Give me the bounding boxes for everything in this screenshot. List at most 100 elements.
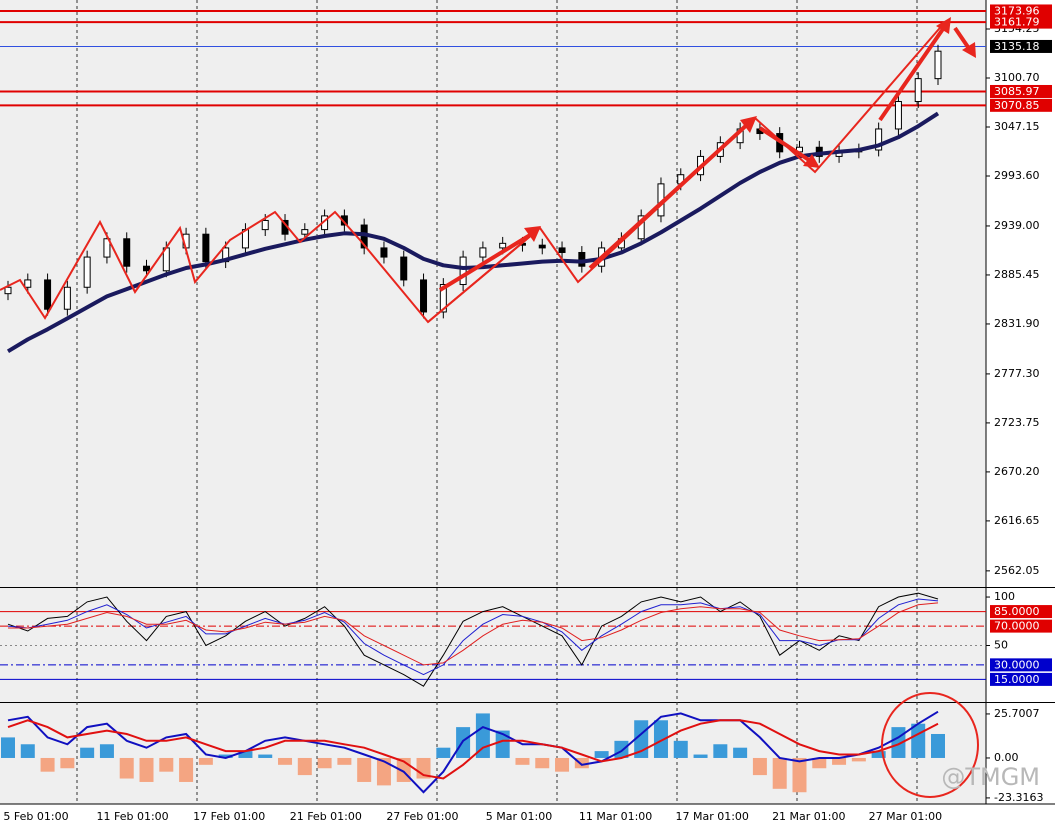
candle-body — [380, 247, 388, 258]
histogram-bar — [535, 757, 550, 769]
candle-body — [202, 233, 210, 263]
histogram-bar — [80, 747, 95, 758]
y-tick-label: 100 — [994, 590, 1015, 603]
level-label-box — [990, 39, 1052, 53]
macd-line — [7, 710, 939, 794]
candle-body — [123, 238, 131, 267]
y-tick-label: 0.00 — [994, 751, 1019, 764]
arrow-head — [962, 42, 976, 58]
histogram-bar — [179, 757, 194, 782]
candle-body — [44, 279, 52, 310]
histogram-bar — [555, 757, 570, 772]
oscillator-line — [7, 598, 939, 676]
histogram-bar — [911, 723, 926, 758]
level-label: 85.0000 — [994, 605, 1040, 618]
histogram-bar — [159, 757, 174, 772]
histogram-bar — [60, 757, 75, 769]
y-tick-label: 2885.45 — [994, 268, 1040, 281]
histogram-bar — [931, 733, 945, 758]
histogram-bar — [297, 757, 312, 776]
candle-body — [894, 101, 902, 130]
candle-body — [24, 279, 32, 288]
level-label-box — [990, 84, 1052, 98]
y-tick-label: 3047.15 — [994, 120, 1040, 133]
zigzag — [0, 210, 541, 324]
histogram-bar — [278, 757, 293, 765]
level-label-box — [990, 672, 1052, 686]
candle-body — [914, 78, 922, 103]
histogram-bar — [436, 747, 451, 758]
x-tick-label: 11 Mar 01:00 — [579, 810, 652, 823]
histogram-bar — [119, 757, 134, 779]
y-tick-label: 2939.00 — [994, 219, 1040, 232]
histogram-bar — [258, 754, 273, 758]
watermark: @TMGM — [941, 763, 1040, 791]
histogram-bar — [337, 757, 352, 765]
histogram-bar — [376, 757, 391, 786]
y-tick-label: 2993.60 — [994, 169, 1040, 182]
level-label: 15.0000 — [994, 673, 1040, 686]
y-tick-label: -23.3163 — [994, 791, 1043, 804]
y-tick-label: 2562.05 — [994, 564, 1040, 577]
histogram-bar — [515, 757, 530, 765]
level-label: 3070.85 — [994, 99, 1040, 112]
histogram-bar — [238, 751, 253, 758]
histogram-bar — [594, 751, 609, 758]
oscillator-line — [7, 592, 939, 687]
candle-body — [83, 256, 91, 288]
x-tick-label: 27 Mar 01:00 — [869, 810, 942, 823]
candle-body — [261, 219, 269, 231]
x-tick-label: 11 Feb 01:00 — [97, 810, 169, 823]
candle-body — [934, 50, 942, 80]
level-label: 3135.18 — [994, 40, 1040, 53]
arrow-head — [803, 154, 820, 168]
histogram-bar — [871, 751, 886, 758]
histogram-bar — [20, 744, 35, 758]
level-label-box — [990, 15, 1052, 29]
histogram-bar — [139, 757, 154, 782]
highlight-circle — [881, 692, 979, 798]
histogram-bar — [673, 740, 688, 758]
annotations — [0, 17, 979, 798]
arrow — [953, 26, 972, 52]
histogram-bar — [574, 757, 589, 769]
histogram-bar — [851, 757, 866, 762]
histogram-bar — [752, 757, 767, 776]
histogram-bar — [40, 757, 55, 772]
histogram-bar — [812, 757, 827, 769]
level-label: 70.0000 — [994, 620, 1040, 633]
histogram-bar — [317, 757, 332, 769]
candle-body — [479, 247, 487, 258]
arrow — [438, 230, 537, 292]
histogram-bar — [772, 757, 787, 789]
histogram-bar — [832, 757, 847, 765]
level-label: 3173.96 — [994, 4, 1040, 17]
level-label-box — [990, 4, 1052, 18]
histogram-bar — [198, 757, 213, 765]
x-tick-label: 17 Feb 01:00 — [193, 810, 265, 823]
y-tick-label: 2723.75 — [994, 416, 1040, 429]
y-tick-label: 25.7007 — [994, 707, 1040, 720]
y-tick-label: 2670.20 — [994, 465, 1040, 478]
level-label: 3161.79 — [994, 16, 1040, 29]
y-tick-label: 2616.65 — [994, 514, 1040, 527]
histogram-bar — [653, 720, 668, 758]
level-label: 30.0000 — [994, 658, 1040, 671]
candle-body — [439, 284, 447, 313]
histogram-bar — [99, 744, 114, 758]
arrow-head — [524, 226, 541, 242]
x-tick-label: 21 Mar 01:00 — [772, 810, 845, 823]
arrow — [878, 24, 947, 122]
candle-body — [143, 265, 151, 272]
y-tick-label: 3100.70 — [994, 71, 1040, 84]
y-tick-label: 50 — [994, 638, 1008, 651]
level-label-box — [990, 605, 1052, 619]
candle-body — [301, 229, 309, 235]
histogram-bar — [218, 754, 233, 758]
candle-body — [400, 256, 408, 281]
x-tick-label: 17 Mar 01:00 — [675, 810, 748, 823]
candle-body — [4, 286, 12, 295]
arrow — [588, 120, 752, 270]
